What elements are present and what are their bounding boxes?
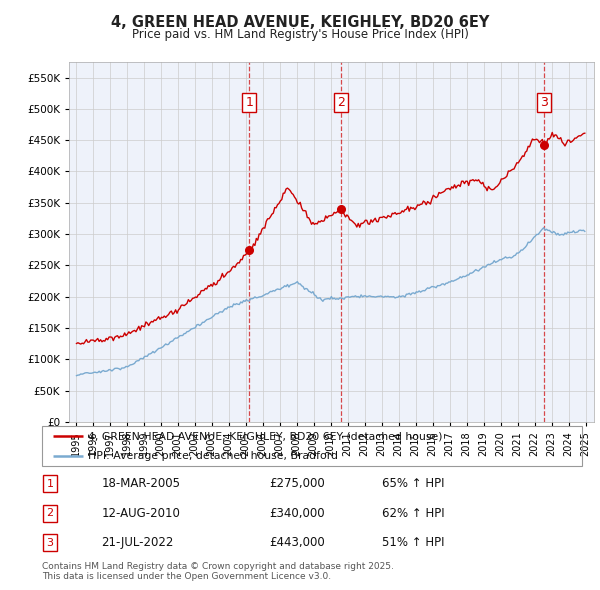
Text: Price paid vs. HM Land Registry's House Price Index (HPI): Price paid vs. HM Land Registry's House … [131,28,469,41]
Text: 3: 3 [47,538,53,548]
Text: 4, GREEN HEAD AVENUE, KEIGHLEY, BD20 6EY (detached house): 4, GREEN HEAD AVENUE, KEIGHLEY, BD20 6EY… [88,431,442,441]
Text: HPI: Average price, detached house, Bradford: HPI: Average price, detached house, Brad… [88,451,338,461]
Text: 21-JUL-2022: 21-JUL-2022 [101,536,174,549]
Text: 2: 2 [47,509,53,518]
Text: 12-AUG-2010: 12-AUG-2010 [101,507,180,520]
Text: 1: 1 [47,479,53,489]
Text: 2: 2 [337,96,345,109]
Text: 51% ↑ HPI: 51% ↑ HPI [382,536,445,549]
Text: £275,000: £275,000 [269,477,325,490]
Text: 1: 1 [245,96,253,109]
Text: Contains HM Land Registry data © Crown copyright and database right 2025.
This d: Contains HM Land Registry data © Crown c… [42,562,394,581]
Text: £340,000: £340,000 [269,507,325,520]
Text: 4, GREEN HEAD AVENUE, KEIGHLEY, BD20 6EY: 4, GREEN HEAD AVENUE, KEIGHLEY, BD20 6EY [111,15,489,30]
Text: 62% ↑ HPI: 62% ↑ HPI [382,507,445,520]
Text: 65% ↑ HPI: 65% ↑ HPI [382,477,445,490]
Text: £443,000: £443,000 [269,536,325,549]
Text: 3: 3 [540,96,548,109]
Text: 18-MAR-2005: 18-MAR-2005 [101,477,181,490]
